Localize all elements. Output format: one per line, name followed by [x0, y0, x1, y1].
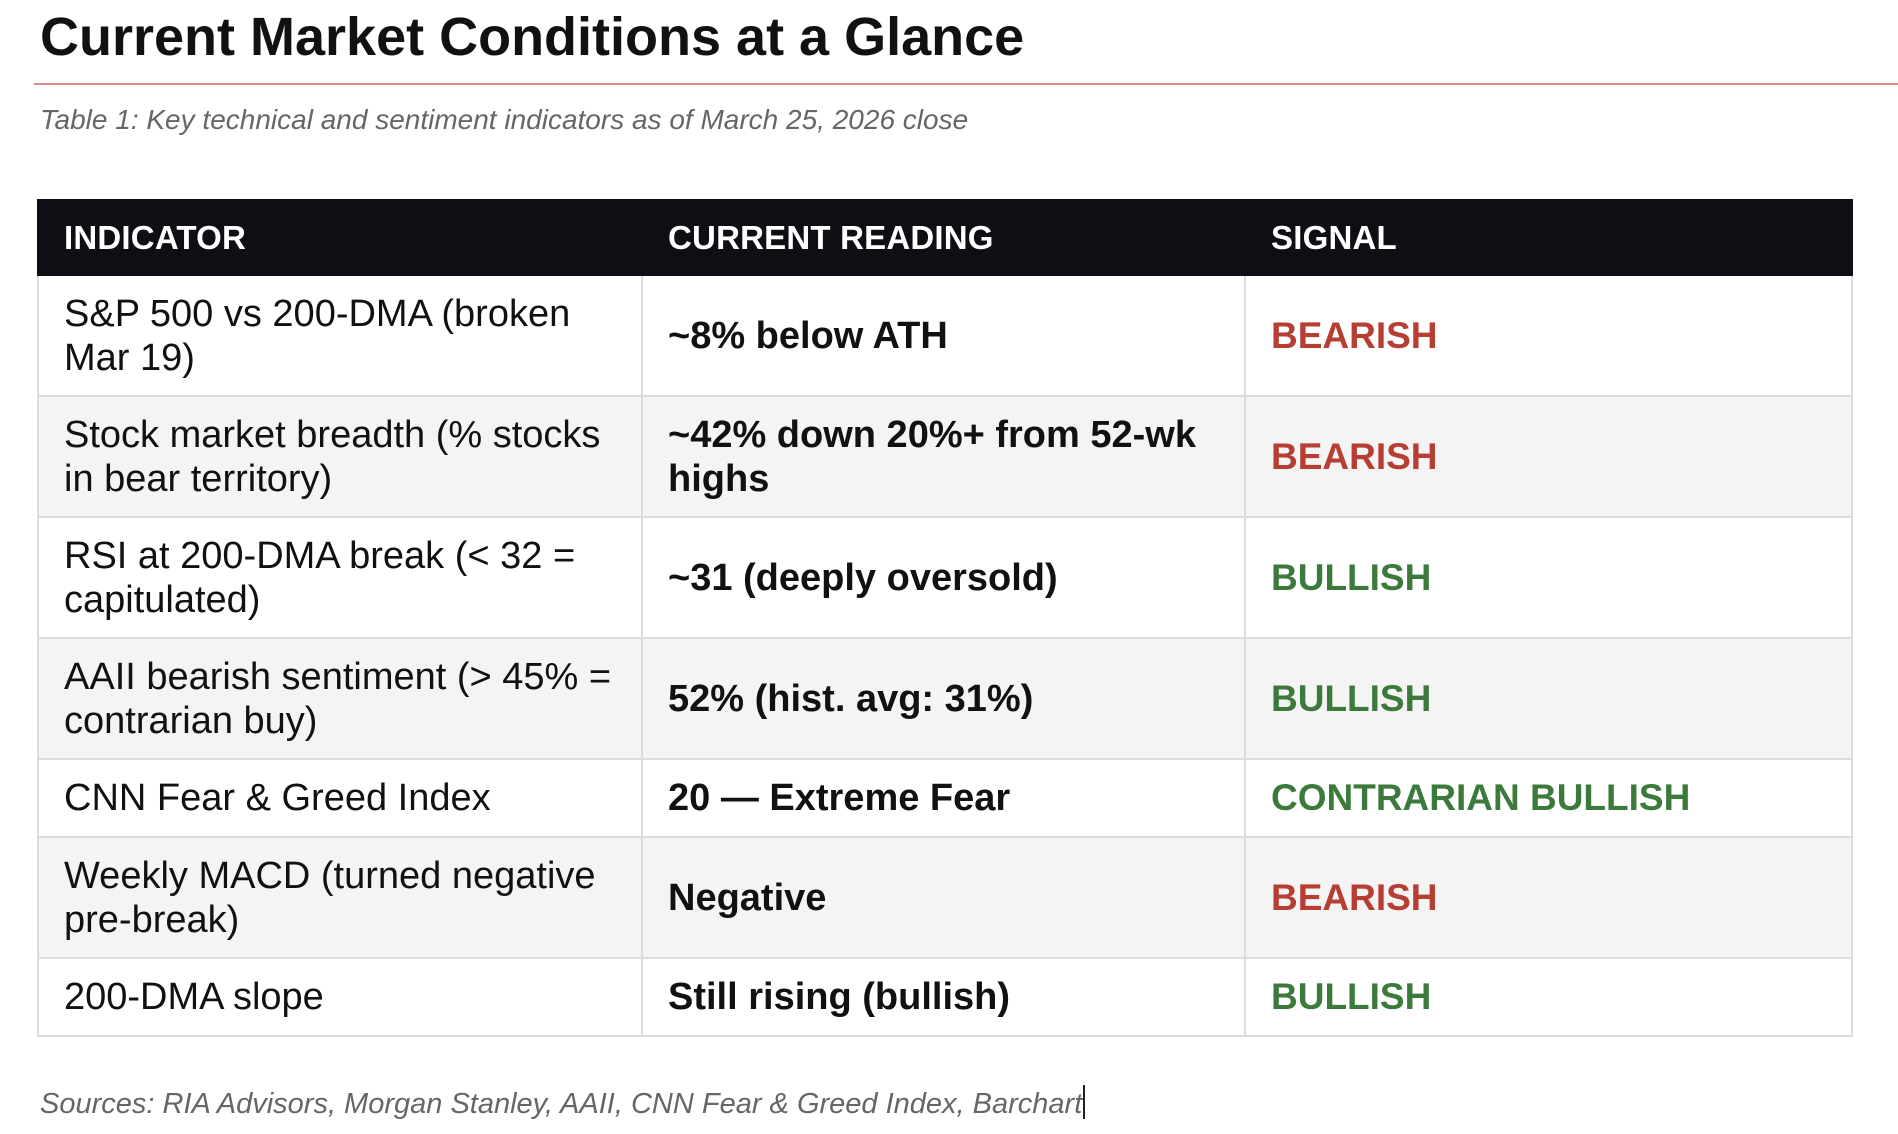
indicators-table: INDICATOR CURRENT READING SIGNAL S&P 500…	[37, 199, 1853, 1037]
reading-cell: Still rising (bullish)	[641, 957, 1246, 1037]
text-cursor	[1083, 1085, 1086, 1119]
page-title: Current Market Conditions at a Glance	[40, 7, 1025, 67]
table-row: S&P 500 vs 200-DMA (broken Mar 19) ~8% b…	[37, 274, 1853, 397]
reading-cell: 52% (hist. avg: 31%)	[641, 637, 1246, 760]
sources-note[interactable]: Sources: RIA Advisors, Morgan Stanley, A…	[40, 1085, 1086, 1121]
signal-cell: BULLISH	[1244, 957, 1853, 1037]
signal-cell: BULLISH	[1244, 637, 1853, 760]
table-row: 200-DMA slope Still rising (bullish) BUL…	[37, 957, 1853, 1037]
signal-cell: BEARISH	[1244, 395, 1853, 518]
reading-cell: ~42% down 20%+ from 52-wk highs	[641, 395, 1246, 518]
table-row: AAII bearish sentiment (> 45% = contrari…	[37, 637, 1853, 760]
indicator-cell: CNN Fear & Greed Index	[37, 758, 643, 838]
signal-cell: BULLISH	[1244, 516, 1853, 639]
reading-cell: ~31 (deeply oversold)	[641, 516, 1246, 639]
indicator-cell: Stock market breadth (% stocks in bear t…	[37, 395, 643, 518]
header-signal: SIGNAL	[1244, 199, 1853, 276]
indicator-cell: Weekly MACD (turned negative pre-break)	[37, 836, 643, 959]
signal-cell: BEARISH	[1244, 274, 1853, 397]
header-indicator: INDICATOR	[37, 199, 643, 276]
signal-cell: CONTRARIAN BULLISH	[1244, 758, 1853, 838]
table-row: RSI at 200-DMA break (< 32 = capitulated…	[37, 516, 1853, 639]
indicator-cell: S&P 500 vs 200-DMA (broken Mar 19)	[37, 274, 643, 397]
table-header-row: INDICATOR CURRENT READING SIGNAL	[37, 199, 1853, 276]
table-row: Weekly MACD (turned negative pre-break) …	[37, 836, 1853, 959]
table-row: CNN Fear & Greed Index 20 — Extreme Fear…	[37, 758, 1853, 838]
signal-cell: BEARISH	[1244, 836, 1853, 959]
reading-cell: 20 — Extreme Fear	[641, 758, 1246, 838]
table-caption: Table 1: Key technical and sentiment ind…	[40, 104, 969, 135]
header-current-reading: CURRENT READING	[641, 199, 1246, 276]
indicator-cell: AAII bearish sentiment (> 45% = contrari…	[37, 637, 643, 760]
indicator-cell: RSI at 200-DMA break (< 32 = capitulated…	[37, 516, 643, 639]
table-row: Stock market breadth (% stocks in bear t…	[37, 395, 1853, 518]
reading-cell: ~8% below ATH	[641, 274, 1246, 397]
sources-text: Sources: RIA Advisors, Morgan Stanley, A…	[40, 1088, 1083, 1120]
reading-cell: Negative	[641, 836, 1246, 959]
indicator-cell: 200-DMA slope	[37, 957, 643, 1037]
title-divider	[34, 83, 1898, 85]
